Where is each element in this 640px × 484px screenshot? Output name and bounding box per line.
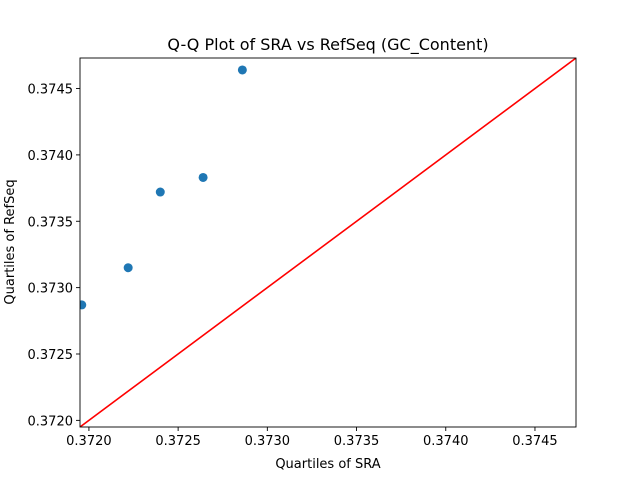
x-tick-label-3: 0.3730: [245, 434, 291, 449]
data-point-1: [80, 300, 87, 310]
x-tick-label-6: 0.3745: [512, 434, 558, 449]
x-tick-label-1: 0.3720: [66, 434, 112, 449]
data-point-2: [123, 263, 133, 273]
data-point-4: [198, 172, 208, 182]
x-axis-ticks: 0.3720 0.3725 0.3730 0.3735 0.3740 0.3745: [66, 427, 558, 449]
reference-line: [80, 58, 576, 427]
axes-frame: [79, 57, 577, 428]
y-tick-label-4: 0.3735: [28, 215, 74, 230]
data-point-3: [155, 187, 165, 197]
y-axis-ticks: 0.3720 0.3725 0.3730 0.3735 0.3740 0.3745: [28, 83, 80, 429]
y-tick-label-2: 0.3725: [28, 348, 74, 363]
y-tick-label-1: 0.3720: [28, 414, 74, 429]
chart-title: Q-Q Plot of SRA vs RefSeq (GC_Content): [167, 35, 488, 55]
y-tick-label-5: 0.3740: [28, 149, 74, 164]
y-tick-label-6: 0.3745: [28, 83, 74, 98]
y-tick-label-3: 0.3730: [28, 282, 74, 297]
plot-frame: [79, 57, 577, 428]
reference-line-layer: [80, 58, 576, 427]
y-axis-label: Quartiles of RefSeq: [3, 179, 18, 304]
x-tick-label-4: 0.3735: [334, 434, 380, 449]
points-layer: [80, 65, 247, 310]
data-point-5: [237, 65, 247, 75]
x-tick-label-2: 0.3725: [155, 434, 201, 449]
x-tick-label-5: 0.3740: [423, 434, 469, 449]
x-axis-label: Quartiles of SRA: [275, 457, 380, 472]
